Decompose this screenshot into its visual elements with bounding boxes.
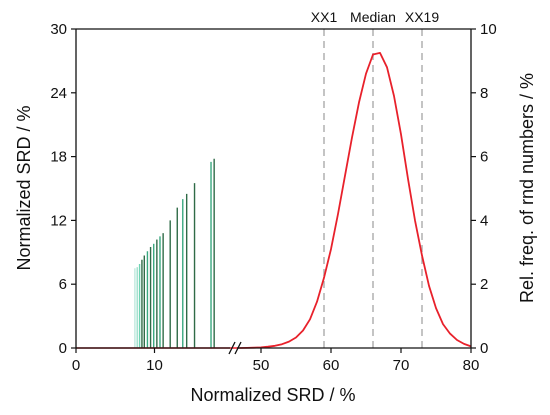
reference-lines: XX1 Median XX19 <box>311 9 439 348</box>
bar-series <box>134 158 215 348</box>
x-tick-label-1: 10 <box>146 357 163 374</box>
reference-label-0: XX1 <box>311 9 338 25</box>
x-tick-label-2: 50 <box>253 357 270 374</box>
left-y-tick-label-5: 30 <box>50 21 67 38</box>
left-y-tick-label-4: 24 <box>50 85 67 102</box>
left-y-axis-title: Normalized SRD / % <box>14 105 34 270</box>
x-tick-label-0: 0 <box>72 357 80 374</box>
x-tick-label-3: 60 <box>323 357 340 374</box>
axis-break-mark-2 <box>234 341 242 355</box>
right-y-tick-label-0: 0 <box>480 340 488 357</box>
x-axis-title: Normalized SRD / % <box>190 385 355 405</box>
x-tick-label-4: 70 <box>393 357 410 374</box>
right-y-tick-label-4: 8 <box>480 85 488 102</box>
left-y-tick-label-1: 6 <box>59 276 67 293</box>
right-y-tick-label-3: 6 <box>480 149 488 166</box>
left-y-tick-label-2: 12 <box>50 212 67 229</box>
right-y-tick-label-2: 4 <box>480 212 488 229</box>
line-curve <box>239 52 472 349</box>
x-tick-label-5: 80 <box>463 357 480 374</box>
right-y-tick-label-1: 2 <box>480 276 488 293</box>
left-y-tick-label-3: 18 <box>50 149 67 166</box>
right-y-tick-label-5: 10 <box>480 21 497 38</box>
reference-label-2: XX19 <box>405 9 439 25</box>
left-y-tick-label-0: 0 <box>59 340 67 357</box>
reference-label-1: Median <box>350 9 396 25</box>
axis-break-mark-1 <box>228 341 236 355</box>
right-y-axis-title: Rel. freq. of rnd numbers / % <box>517 73 537 303</box>
